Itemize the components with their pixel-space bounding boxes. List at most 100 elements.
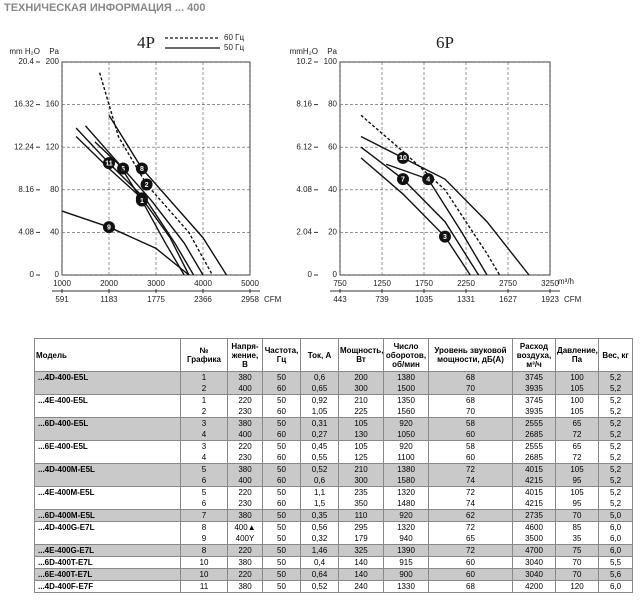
x2-tick-label: 1923 — [541, 295, 559, 304]
table-cell: 0,55 — [300, 452, 339, 464]
x-tick-label: 4000 — [194, 279, 212, 288]
table-row: 2 400 60 0,65 300 1500 70 3935 105 5,2 — [35, 383, 633, 395]
table-cell: 60 — [262, 475, 301, 487]
table-cell: 915 — [383, 556, 429, 569]
table-cell: 5,6 — [598, 568, 633, 581]
y-tick-label: 0 — [55, 270, 60, 279]
table-cell: 85 — [555, 521, 599, 533]
column-header: Модель — [34, 338, 181, 372]
chart-title: 6P — [436, 33, 454, 52]
table-cell: 58 — [428, 417, 513, 429]
table-row: 4 400 60 0,27 130 1050 60 2685 72 5,2 — [35, 429, 633, 441]
table-cell: 1,5 — [300, 498, 339, 510]
table-cell: 1390 — [383, 544, 429, 557]
table-cell: 6,0 — [598, 580, 633, 593]
table-cell: 5,2 — [598, 394, 633, 406]
curve-marker — [103, 221, 115, 234]
table-cell: 72 — [428, 486, 513, 498]
y2-tick-label: 8.16 — [18, 185, 34, 194]
table-cell: 400Y — [227, 533, 263, 545]
x-tick-label: 2000 — [100, 279, 118, 288]
table-cell: 3 — [180, 417, 228, 429]
table-cell: 235 — [338, 486, 384, 498]
charts: 4P0408012016020004.088.1612.2416.3220.41… — [9, 33, 581, 304]
table-cell: 295 — [338, 521, 384, 533]
y-tick-label: 100 — [324, 57, 338, 66]
x2-tick-label: 2958 — [241, 295, 259, 304]
table-cell: 240 — [338, 580, 384, 593]
model-cell: ...6D-400M-E5L — [34, 509, 181, 522]
table-cell: 0,52 — [300, 463, 339, 475]
curve-marker — [422, 173, 435, 186]
table-row: 2 230 60 1,05 225 1560 70 3935 105 5,2 — [35, 406, 633, 418]
y2-tick-label: 6.12 — [296, 142, 312, 151]
table-cell: 1050 — [383, 429, 429, 441]
model-cell: ...4D-400G-E7L — [34, 521, 181, 545]
table-cell: 50 — [262, 580, 301, 593]
table-row: ...4D-400F-E7F 11 380 50 0,52 240 1330 68 4200 12… — [34, 580, 633, 593]
x2-tick-label: 739 — [375, 295, 389, 304]
table-cell: 4215 — [512, 475, 556, 487]
x2-tick-label: 591 — [55, 295, 69, 304]
table-cell: 220 — [227, 544, 263, 557]
y2-tick-label: 10.2 — [296, 57, 312, 66]
table-cell: 60 — [262, 498, 301, 510]
model-cell: ...6D-400T-E7L — [34, 556, 181, 569]
table-cell: 9 — [180, 533, 228, 545]
table-cell: 5,2 — [598, 463, 633, 475]
table-cell: 2555 — [512, 417, 556, 429]
curve-marker — [140, 178, 153, 191]
table-cell: 4700 — [512, 544, 556, 557]
y-tick-label: 200 — [46, 57, 60, 66]
y-axis-label: Pa — [49, 47, 59, 56]
table-cell: 50 — [262, 417, 301, 429]
table-cell: 5,2 — [598, 452, 633, 464]
table-cell: 2685 — [512, 452, 556, 464]
table-cell: 2735 — [512, 509, 556, 522]
table-cell: 300 — [338, 475, 384, 487]
table-cell: 60 — [262, 452, 301, 464]
table-cell: 140 — [338, 568, 384, 581]
y-tick-label: 40 — [328, 185, 337, 194]
table-cell: 3040 — [512, 568, 556, 581]
table-cell: 110 — [338, 509, 384, 522]
table-cell: 74 — [428, 475, 513, 487]
table-cell: 200 — [338, 371, 384, 383]
table-cell: 2 — [180, 383, 228, 395]
table-cell: 1380 — [383, 371, 429, 383]
table-cell: 105 — [555, 383, 599, 395]
table-cell: 68 — [428, 371, 513, 383]
y-tick-label: 60 — [328, 142, 337, 151]
x-tick-label: 1250 — [373, 279, 391, 288]
model-cell: ...4E-400M-E5L — [34, 486, 181, 510]
table-cell: 220 — [227, 568, 263, 581]
table-cell: 5,2 — [598, 440, 633, 452]
table-cell: 2 — [180, 406, 228, 418]
table-cell: 325 — [338, 544, 384, 557]
y2-tick-label: 0 — [308, 270, 313, 279]
table-cell: 60 — [262, 406, 301, 418]
table-cell: 210 — [338, 463, 384, 475]
x-tick-label: 5000 — [241, 279, 259, 288]
column-header: Напря-жение, В — [227, 338, 263, 372]
table-cell: 50 — [262, 509, 301, 522]
table-row: ...4E-400-E5L 1 220 50 0,92 210 1350 68 3745 100 5… — [34, 394, 633, 418]
table-cell: 0,45 — [300, 440, 339, 452]
table-cell: 58 — [428, 440, 513, 452]
table-cell: 400 — [227, 475, 263, 487]
table-cell: 10 — [180, 568, 228, 581]
chart-title: 4P — [137, 33, 155, 52]
model-cell: ...6E-400T-E7L — [34, 568, 181, 581]
table-cell: 3745 — [512, 394, 556, 406]
table-cell: 900 — [383, 568, 429, 581]
table-cell: 6,0 — [598, 521, 633, 533]
fan-curve — [360, 135, 530, 276]
table-cell: 4 — [180, 452, 228, 464]
x2-tick-label: 1627 — [499, 295, 517, 304]
table-cell: 50 — [262, 463, 301, 475]
x2-tick-label: 1775 — [147, 295, 165, 304]
table-cell: 220 — [227, 486, 263, 498]
fan-curve — [94, 141, 204, 276]
table-cell: 105 — [555, 406, 599, 418]
table-cell: 72 — [555, 452, 599, 464]
